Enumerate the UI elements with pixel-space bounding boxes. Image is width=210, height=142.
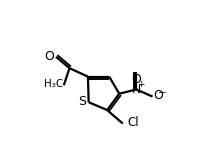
Text: O: O: [131, 73, 141, 86]
Text: H₃C: H₃C: [44, 80, 63, 89]
Text: O: O: [154, 89, 164, 102]
Text: +: +: [137, 80, 144, 89]
Text: −: −: [158, 88, 166, 98]
Text: N: N: [131, 83, 141, 96]
Text: O: O: [45, 50, 55, 63]
Text: S: S: [78, 95, 86, 108]
Text: Cl: Cl: [127, 116, 139, 129]
